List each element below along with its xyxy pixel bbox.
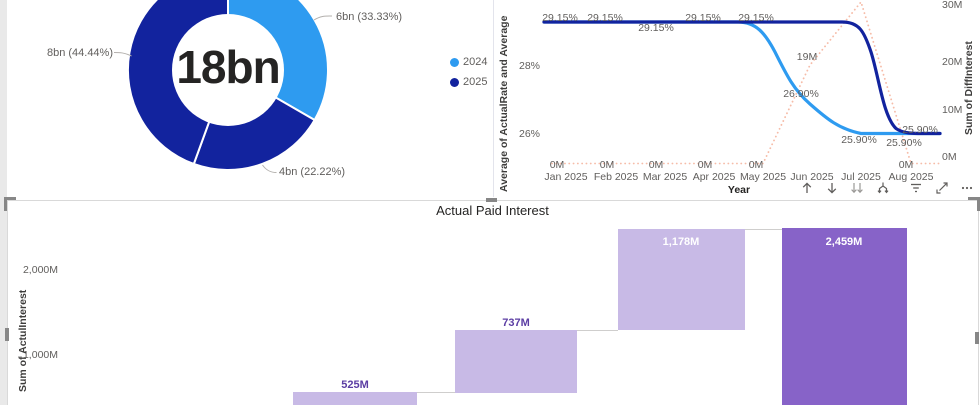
waterfall-connector-2 xyxy=(577,330,618,331)
wf-label-525m: 525M xyxy=(341,379,369,391)
rate-label-aug-light: 25.90% xyxy=(886,137,922,149)
rate-line-dark[interactable] xyxy=(542,20,942,136)
waterfall-bar-1178m[interactable] xyxy=(618,229,745,330)
wf-label-2459m: 2,459M xyxy=(825,236,863,248)
selection-handle-right-middle[interactable] xyxy=(975,332,979,344)
drill-up-icon[interactable] xyxy=(799,180,815,196)
page-background-strip xyxy=(0,0,7,405)
line-left-axis-title: Average of ActualRate and Average xyxy=(498,15,510,192)
legend-label-2025: 2025 xyxy=(463,76,488,88)
waterfall-title: Actual Paid Interest xyxy=(436,203,549,218)
rate-label-may: 29.15% xyxy=(738,12,774,24)
drill-down-icon[interactable] xyxy=(824,180,840,196)
selection-handle-top-center[interactable] xyxy=(486,198,497,202)
x-tick-apr: Apr 2025 xyxy=(692,171,736,183)
right-axis-tick-30m: 30M xyxy=(942,0,963,11)
legend-item-2025[interactable]: 2025 xyxy=(450,76,487,88)
donut-callout-8bn: 8bn (44.44%) xyxy=(46,47,113,59)
wf-y-tick-1000: 1,000M xyxy=(22,349,58,361)
wf-y-tick-2000: 2,000M xyxy=(22,264,58,276)
line-chart xyxy=(542,0,942,165)
filter-icon[interactable] xyxy=(908,180,924,196)
diff-label-mar: 0M xyxy=(648,159,664,171)
diff-label-feb: 0M xyxy=(599,159,615,171)
focus-mode-icon[interactable] xyxy=(934,180,950,196)
donut-callout-4bn: 4bn (22.22%) xyxy=(279,166,346,178)
wf-y-axis-title: Sum of ActulInterest xyxy=(17,289,29,392)
donut-callout-6bn: 6bn (33.33%) xyxy=(336,11,403,23)
diff-label-aug: 0M xyxy=(898,159,914,171)
right-axis-tick-10m: 10M xyxy=(942,104,963,116)
diff-label-jun: 19M xyxy=(796,51,818,63)
legend-label-2024: 2024 xyxy=(463,56,488,68)
wf-label-1178m: 1,178M xyxy=(662,236,700,248)
rate-label-apr: 29.15% xyxy=(685,12,721,24)
waterfall-connector-1 xyxy=(417,392,455,393)
legend-dot-2025 xyxy=(450,77,459,87)
diffinterest-dotted-line[interactable] xyxy=(551,0,941,165)
wf-label-737m: 737M xyxy=(502,317,530,329)
left-axis-tick-28: 28% xyxy=(518,60,540,72)
callout-leader-4bn xyxy=(262,164,277,173)
rate-label-jun: 26.90% xyxy=(783,88,819,100)
rate-label-feb: 29.15% xyxy=(587,12,623,24)
rate-line-light[interactable] xyxy=(542,20,942,136)
waterfall-bar-737m[interactable] xyxy=(455,330,577,393)
line-visual-left-border xyxy=(493,0,494,197)
rate-label-mar: 29.15% xyxy=(638,22,674,34)
x-tick-jan: Jan 2025 xyxy=(544,171,588,183)
x-tick-mar: Mar 2025 xyxy=(642,171,688,183)
x-tick-jul: Jul 2025 xyxy=(841,171,881,183)
waterfall-bar-total-2459m[interactable] xyxy=(782,228,907,405)
go-to-next-level-icon[interactable] xyxy=(849,180,865,196)
diff-label-may: 0M xyxy=(748,159,764,171)
x-tick-aug: Aug 2025 xyxy=(888,171,934,183)
left-axis-tick-26: 26% xyxy=(518,128,540,140)
diff-label-jan: 0M xyxy=(549,159,565,171)
more-options-icon[interactable] xyxy=(959,180,975,196)
waterfall-bar-525m[interactable] xyxy=(293,392,417,405)
callout-leader-6bn xyxy=(313,15,333,21)
right-axis-tick-0m: 0M xyxy=(942,151,957,163)
legend-item-2024[interactable]: 2024 xyxy=(450,56,487,68)
rate-label-jul: 25.90% xyxy=(841,134,877,146)
donut-chart xyxy=(113,0,333,173)
x-axis-title: Year xyxy=(727,184,751,196)
x-tick-feb: Feb 2025 xyxy=(593,171,639,183)
callout-leader-8bn xyxy=(113,52,132,57)
diff-label-apr: 0M xyxy=(697,159,713,171)
rate-label-jan: 29.15% xyxy=(542,12,578,24)
donut-hole xyxy=(172,14,284,126)
waterfall-connector-3 xyxy=(745,229,782,230)
line-right-axis-title: Sum of DiffInterest xyxy=(963,41,975,135)
donut-center-total: 18bn xyxy=(176,41,280,93)
rate-label-aug-dark: 25.90% xyxy=(902,124,938,136)
selection-handle-top-left[interactable] xyxy=(4,197,16,211)
selection-handle-left-middle[interactable] xyxy=(5,328,9,341)
legend-dot-2024 xyxy=(450,57,459,67)
x-tick-may: May 2025 xyxy=(739,171,787,183)
selection-handle-top-right[interactable] xyxy=(968,197,980,211)
right-axis-tick-20m: 20M xyxy=(942,56,963,68)
expand-all-down-icon[interactable] xyxy=(875,180,891,196)
x-tick-jun: Jun 2025 xyxy=(790,171,834,183)
